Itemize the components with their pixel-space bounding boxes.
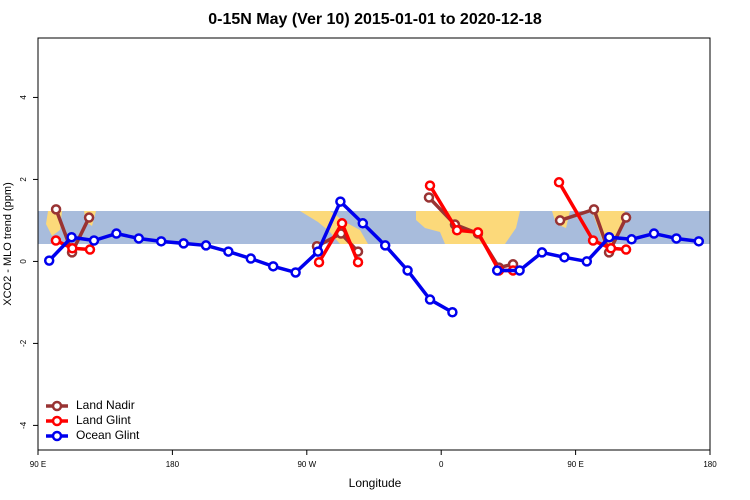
series-point	[648, 228, 660, 239]
series-point	[352, 256, 364, 268]
series-point	[671, 233, 682, 244]
legend-marker	[51, 415, 63, 427]
series-point	[554, 215, 566, 226]
series-point	[514, 265, 525, 276]
series-point	[620, 212, 632, 223]
series-point	[357, 218, 369, 229]
series-point	[50, 204, 62, 215]
y-tick-label: -2	[19, 339, 28, 347]
series-point	[67, 243, 78, 254]
series-point	[553, 177, 565, 188]
series-point	[603, 231, 615, 243]
x-axis-label: Longitude	[349, 476, 402, 490]
series-point	[424, 294, 436, 305]
series-point	[536, 247, 548, 258]
legend-label: Land Nadir	[76, 398, 135, 412]
series-point	[447, 307, 458, 318]
series-point	[423, 192, 435, 203]
series-point	[84, 244, 96, 255]
legend-label: Ocean Glint	[76, 428, 140, 442]
series-point	[402, 265, 413, 276]
series-point	[581, 256, 593, 267]
series-point	[83, 212, 95, 223]
series-point	[424, 180, 436, 191]
y-tick-label: 4	[19, 95, 28, 100]
series-point	[133, 233, 145, 244]
legend-marker	[51, 400, 63, 412]
x-tick-label: 180	[703, 460, 717, 469]
series-point	[693, 236, 705, 247]
series-point	[559, 252, 570, 263]
y-tick-label: 2	[19, 177, 28, 182]
y-axis-label: XCO2 - MLO trend (ppm)	[2, 182, 14, 305]
series-point	[43, 255, 55, 266]
series-point	[111, 228, 122, 239]
series-point	[178, 238, 189, 249]
legend-marker	[51, 430, 63, 442]
series-point	[267, 261, 279, 272]
series-point	[290, 267, 301, 278]
series-point	[66, 231, 77, 243]
series-point	[605, 243, 617, 254]
series-point	[626, 234, 637, 245]
series-point	[245, 253, 257, 264]
series-point	[620, 244, 632, 255]
series-point	[155, 236, 167, 247]
series-point	[472, 227, 484, 238]
legend-label: Land Glint	[76, 413, 131, 427]
series-point	[313, 256, 325, 268]
series-point	[491, 265, 503, 276]
plot-frame	[37, 37, 711, 451]
series-point	[587, 235, 599, 246]
series-point	[336, 218, 348, 229]
y-tick-label: -4	[19, 421, 28, 429]
x-tick-label: 90 E	[30, 460, 46, 469]
series-point	[88, 235, 100, 246]
series-point	[200, 240, 212, 251]
series-point	[223, 246, 234, 257]
series-point	[50, 235, 62, 246]
series-point	[451, 225, 463, 236]
series-point	[335, 196, 346, 207]
x-tick-label: 0	[439, 460, 444, 469]
series-point	[312, 246, 324, 257]
x-tick-label: 180	[166, 460, 180, 469]
series-line	[497, 231, 700, 273]
y-tick-label: 0	[19, 259, 28, 264]
x-tick-label: 90 E	[567, 460, 583, 469]
x-tick-label: 90 W	[297, 460, 316, 469]
series-point	[379, 240, 391, 251]
chart-title: 0-15N May (Ver 10) 2015-01-01 to 2020-12…	[208, 11, 542, 28]
series-point	[588, 204, 600, 215]
